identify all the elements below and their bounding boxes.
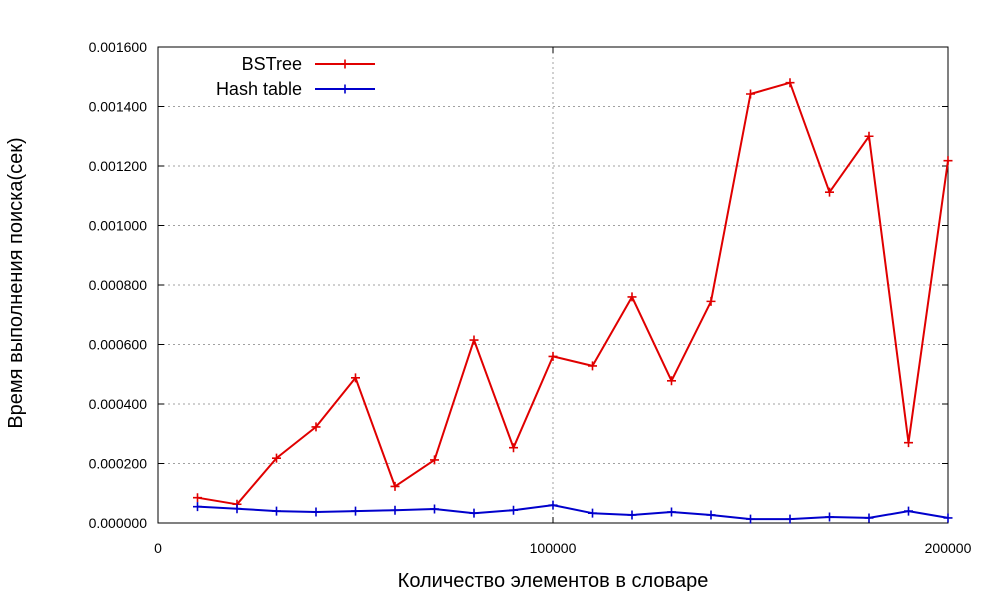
data-point-bstree — [667, 376, 676, 386]
series-lines — [193, 78, 953, 524]
data-point-bstree — [588, 361, 597, 371]
y-axis-title: Время выполнения поиска(сек) — [5, 137, 27, 428]
data-point-bstree — [390, 481, 400, 491]
data-point-bstree — [864, 131, 874, 141]
data-point-bstree — [548, 351, 558, 361]
y-tick-label: 0.000800 — [89, 277, 148, 293]
data-point-bstree — [746, 89, 755, 99]
data-point-hash-table — [864, 513, 874, 523]
data-point-hash-table — [825, 512, 834, 522]
data-point-hash-table — [430, 504, 439, 514]
data-point-bstree — [272, 453, 281, 463]
data-point-hash-table — [272, 506, 281, 516]
y-tick-label: 0.001000 — [89, 218, 148, 234]
data-point-hash-table — [706, 510, 716, 520]
x-tick-label: 200000 — [925, 540, 972, 556]
data-point-bstree — [627, 292, 637, 302]
data-point-hash-table — [627, 510, 637, 520]
data-point-bstree — [430, 455, 439, 465]
data-point-bstree — [469, 335, 479, 345]
data-point-bstree — [351, 373, 360, 383]
data-point-hash-table — [469, 508, 479, 518]
data-point-hash-table — [588, 508, 597, 518]
data-point-hash-table — [943, 513, 953, 523]
data-point-hash-table — [193, 502, 202, 512]
data-point-hash-table — [667, 507, 676, 517]
data-point-hash-table — [785, 514, 795, 524]
data-point-hash-table — [509, 505, 518, 515]
series-line-bstree — [197, 81, 949, 506]
data-point-bstree — [193, 493, 202, 503]
data-point-hash-table — [904, 506, 913, 516]
legend-marker-bstree — [340, 59, 350, 69]
y-tick-label: 0.000400 — [89, 396, 148, 412]
data-point-hash-table — [351, 506, 360, 516]
y-tick-label: 0.001200 — [89, 158, 148, 174]
x-axis-title: Количество элементов в словаре — [398, 570, 709, 592]
legend: BSTree Hash table — [216, 54, 375, 99]
data-point-bstree — [706, 296, 716, 306]
grid — [158, 47, 948, 523]
x-tick-label: 100000 — [530, 540, 577, 556]
legend-label-bstree: BSTree — [242, 54, 302, 74]
data-point-hash-table — [390, 505, 400, 515]
data-point-bstree — [904, 438, 913, 448]
y-tick-label: 0.001400 — [89, 99, 148, 115]
data-point-bstree — [509, 443, 518, 453]
y-tick-label: 0.001600 — [89, 39, 148, 55]
legend-marker-hash-table — [340, 84, 350, 94]
data-point-hash-table — [311, 507, 321, 517]
data-point-bstree — [311, 422, 321, 432]
axis-ticks: 0.000000 0.000200 0.000400 0.000600 0.000800… — [89, 39, 972, 556]
data-point-bstree — [943, 156, 953, 166]
data-point-bstree — [785, 78, 795, 88]
legend-label-hash-table: Hash table — [216, 79, 302, 99]
series-line-hash-table — [197, 504, 949, 521]
x-tick-label: 0 — [154, 540, 162, 556]
data-point-hash-table — [746, 514, 755, 524]
y-tick-label: 0.000000 — [89, 515, 148, 531]
y-tick-label: 0.000200 — [89, 456, 148, 472]
data-point-bstree — [825, 187, 834, 197]
y-tick-label: 0.000600 — [89, 337, 148, 353]
data-point-hash-table — [548, 500, 558, 510]
data-point-hash-table — [232, 504, 242, 514]
